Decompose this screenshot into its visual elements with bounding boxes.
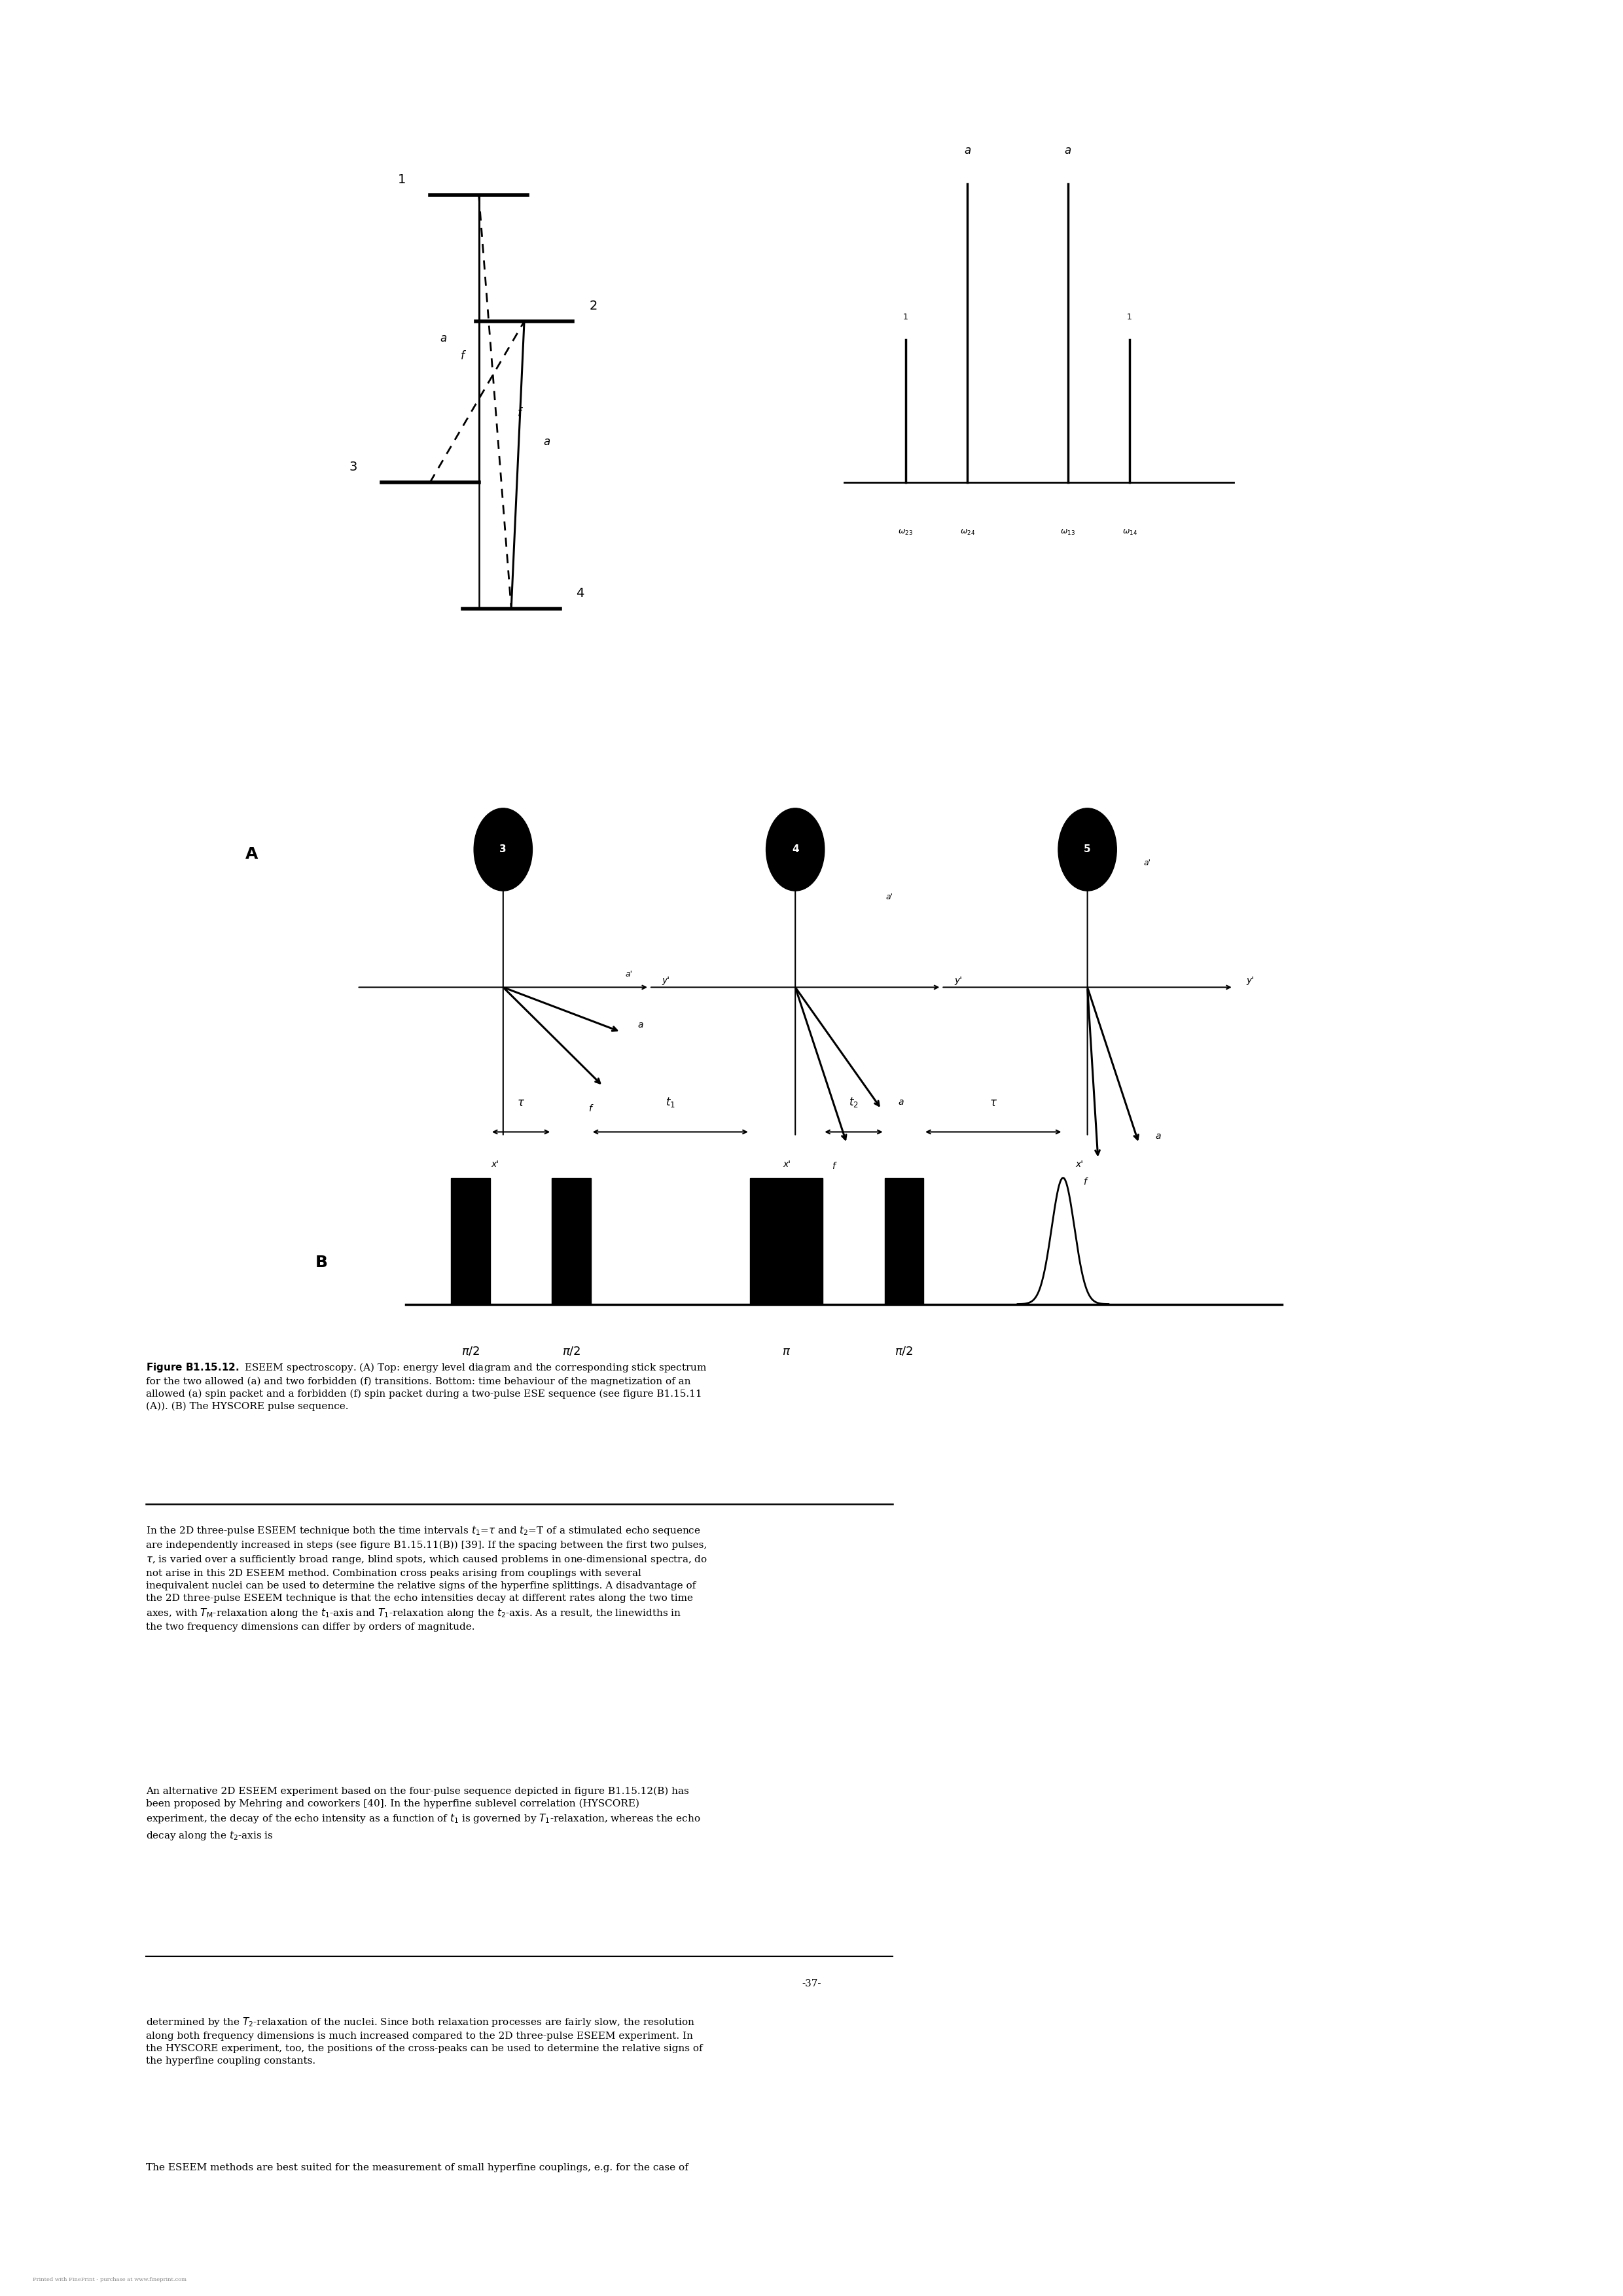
- Bar: [885, 1178, 923, 1304]
- Text: $\mathbf{Figure\ B1.15.12.}$ ESEEM spectroscopy. (A) Top: energy level diagram a: $\mathbf{Figure\ B1.15.12.}$ ESEEM spect…: [146, 1362, 708, 1412]
- Text: $\tau$: $\tau$: [518, 1097, 524, 1109]
- Text: $\omega_{24}$: $\omega_{24}$: [959, 528, 975, 537]
- Text: a: a: [544, 436, 550, 448]
- Circle shape: [1058, 808, 1117, 891]
- Bar: [552, 1178, 591, 1304]
- Text: $\pi/2$: $\pi/2$: [894, 1345, 914, 1357]
- Text: 1: 1: [398, 174, 406, 186]
- Text: 2: 2: [589, 301, 597, 312]
- Text: y': y': [1246, 976, 1255, 985]
- Text: In the 2D three-pulse ESEEM technique both the time intervals $t_1$=$\tau$ and $: In the 2D three-pulse ESEEM technique bo…: [146, 1525, 708, 1632]
- Text: f: f: [588, 1104, 591, 1114]
- Text: -37-: -37-: [802, 1979, 821, 1988]
- Text: a: a: [440, 333, 446, 344]
- Text: Printed with FinePrint - purchase at www.fineprint.com: Printed with FinePrint - purchase at www…: [32, 2278, 187, 2282]
- Text: The ESEEM methods are best suited for the measurement of small hyperfine couplin: The ESEEM methods are best suited for th…: [146, 2163, 688, 2172]
- Text: $t_1$: $t_1$: [665, 1095, 675, 1109]
- Text: x': x': [492, 1159, 498, 1169]
- Text: determined by the $T_2$-relaxation of the nuclei. Since both relaxation processe: determined by the $T_2$-relaxation of th…: [146, 2016, 703, 2066]
- Text: $t_2$: $t_2$: [849, 1095, 859, 1109]
- Text: y': y': [954, 976, 962, 985]
- Text: 1: 1: [902, 312, 909, 321]
- Text: a': a': [625, 971, 633, 978]
- Text: x': x': [1076, 1159, 1083, 1169]
- Text: f: f: [518, 406, 521, 420]
- Text: 3: 3: [500, 845, 506, 854]
- Text: a: a: [1065, 145, 1071, 156]
- Text: a: a: [1156, 1132, 1160, 1141]
- Text: 4: 4: [576, 588, 584, 599]
- Text: a: a: [898, 1097, 904, 1107]
- Text: B: B: [315, 1256, 328, 1270]
- Circle shape: [474, 808, 532, 891]
- Text: $\pi$: $\pi$: [782, 1345, 790, 1357]
- Text: a: a: [964, 145, 971, 156]
- Text: 4: 4: [792, 845, 799, 854]
- Text: $\pi/2$: $\pi/2$: [461, 1345, 480, 1357]
- Circle shape: [766, 808, 824, 891]
- Text: $\omega_{14}$: $\omega_{14}$: [1121, 528, 1138, 537]
- Text: A: A: [245, 847, 258, 861]
- Text: $\tau$: $\tau$: [990, 1097, 997, 1109]
- Text: x': x': [784, 1159, 790, 1169]
- Text: a': a': [886, 893, 893, 902]
- Text: a': a': [1143, 859, 1151, 868]
- Text: $\pi/2$: $\pi/2$: [562, 1345, 581, 1357]
- Bar: [451, 1178, 490, 1304]
- Text: y': y': [662, 976, 670, 985]
- Text: 1: 1: [1126, 312, 1133, 321]
- Text: 3: 3: [349, 461, 357, 473]
- Text: $\omega_{13}$: $\omega_{13}$: [1060, 528, 1076, 537]
- Text: f: f: [461, 349, 464, 363]
- Text: $\omega_{23}$: $\omega_{23}$: [898, 528, 914, 537]
- Text: f: f: [1084, 1178, 1087, 1187]
- Text: a: a: [638, 1019, 643, 1029]
- Text: An alternative 2D ESEEM experiment based on the four-pulse sequence depicted in : An alternative 2D ESEEM experiment based…: [146, 1786, 701, 1841]
- Text: 5: 5: [1084, 845, 1091, 854]
- Bar: [750, 1178, 823, 1304]
- Text: f: f: [833, 1162, 836, 1171]
